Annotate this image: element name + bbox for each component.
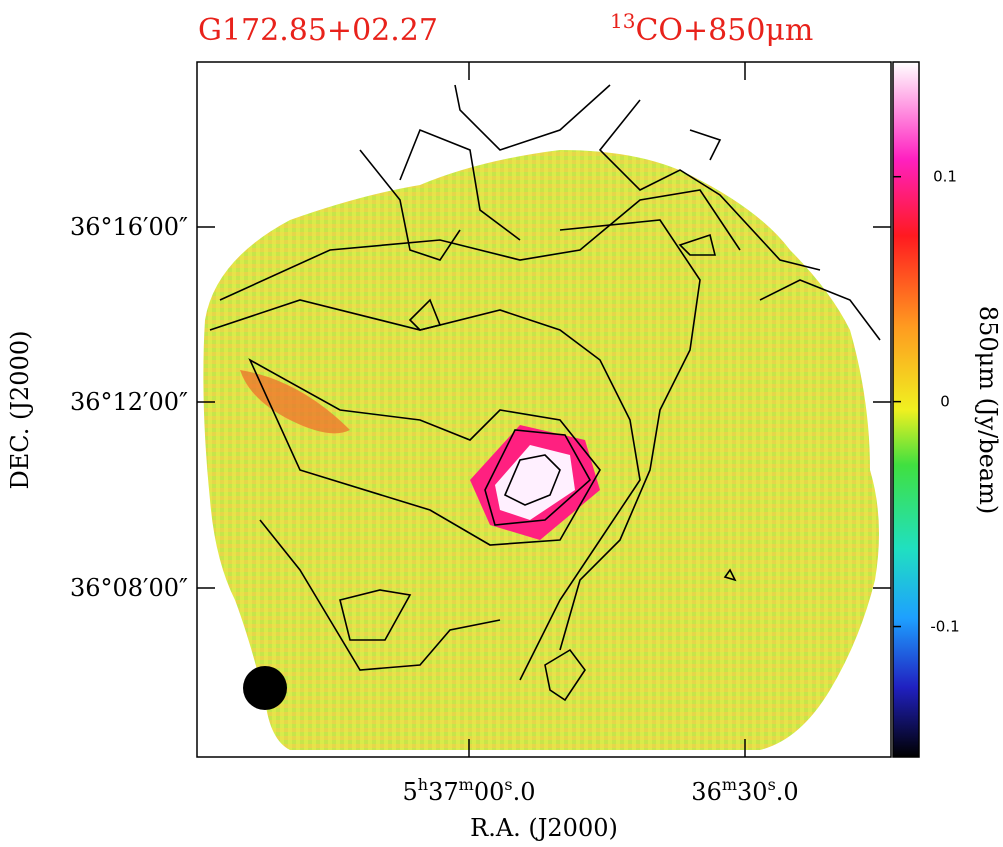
core-inner [495,445,575,520]
colorbar-tick-label: -0.1 [930,618,959,636]
y-tick-label: 36°12′00″ [70,388,188,416]
y-tick-label: 36°16′00″ [70,213,188,241]
tick-part: .0 [513,778,536,806]
colorbar-label: 850μm (Jy/beam) [974,306,1002,514]
tick-sup: m [459,775,474,794]
title-source: G172.85+02.27 [198,13,438,48]
x-tick-label: 36m30s.0 [691,775,798,806]
title-text: CO+850μm [635,13,813,48]
tick-part: .0 [776,778,799,806]
colorbar-tick-label: 0.1 [933,168,957,186]
x-axis-label: R.A. (J2000) [470,814,618,842]
tick-part: 30 [737,778,768,806]
plot-frame [196,61,892,758]
tick-sup: s [504,775,512,794]
tick-part: 5 [403,778,418,806]
tick-sup: h [418,775,428,794]
x-tick-label: 5h37m00s.0 [403,775,536,806]
tick-part: 37 [428,778,459,806]
beam [243,666,287,710]
tick-part: 00 [474,778,505,806]
y-axis-label: DEC. (J2000) [6,331,34,490]
colorbar [892,61,920,758]
tick-sup: s [768,775,776,794]
tick-sup: m [722,775,737,794]
title-sup: 13 [610,9,635,33]
red-ridge [240,370,350,434]
contours [209,84,881,702]
colorbar-tick-label: 0 [940,393,950,411]
y-tick-label: 36°08′00″ [70,574,188,602]
tick-marks [197,62,891,757]
tick-part: 36 [691,778,722,806]
map [203,84,881,750]
title-tracer: 13CO+850μm [610,9,813,48]
